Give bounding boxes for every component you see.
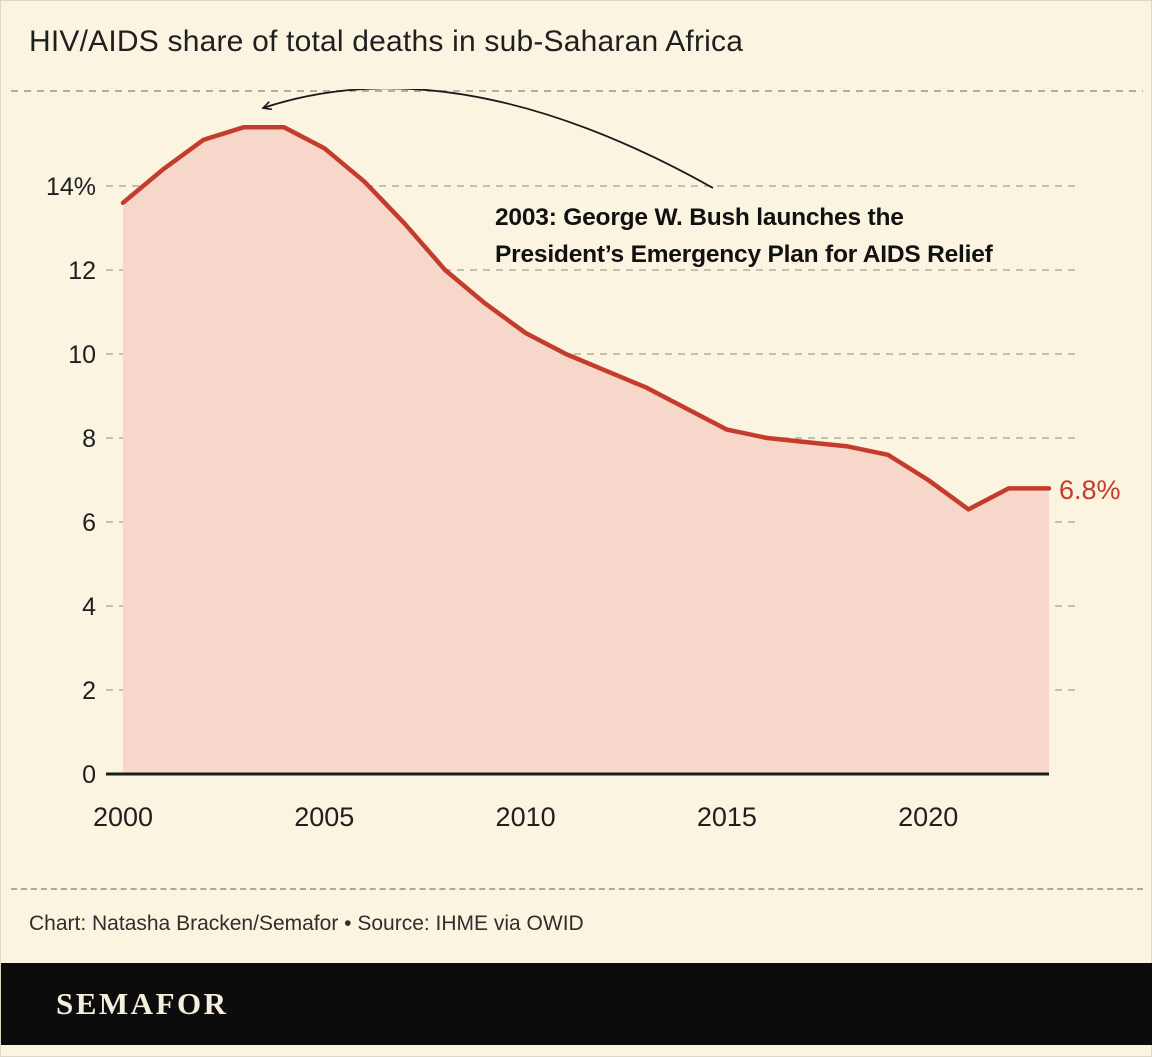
y-tick-label: 10 <box>68 341 96 369</box>
credit-line: Chart: Natasha Bracken/Semafor • Source:… <box>11 888 1143 936</box>
y-tick-label: 0 <box>82 761 96 789</box>
x-tick-label: 2000 <box>93 802 153 832</box>
y-tick-label: 6 <box>82 509 96 537</box>
y-tick-label: 2 <box>82 677 96 705</box>
y-tick-label: 14% <box>46 173 96 201</box>
latest-value-label: 6.8% <box>1059 475 1121 505</box>
hiv-aids-area-chart: 0 2 4 6 8 10 12 14% 2000 2005 2010 2015 2020 <box>11 89 1143 832</box>
y-tick-label: 4 <box>82 593 96 621</box>
x-tick-label: 2020 <box>898 802 958 832</box>
annotation-line-2: President’s Emergency Plan for AIDS Reli… <box>495 240 993 268</box>
area-fill <box>123 127 1049 774</box>
semafor-footer-bar: SEMAFOR <box>1 963 1152 1045</box>
series-line <box>120 124 1052 512</box>
y-tick-label: 12 <box>68 257 96 285</box>
y-tick-label: 8 <box>82 425 96 453</box>
annotation-arrow <box>261 89 714 189</box>
semafor-logo: SEMAFOR <box>56 986 229 1021</box>
annotation-line-1: 2003: George W. Bush launches the <box>495 204 904 231</box>
x-tick-label: 2010 <box>496 802 556 832</box>
x-tick-label: 2015 <box>697 802 757 832</box>
pepfar-annotation: 2003: George W. Bush launches the Presid… <box>495 200 993 274</box>
x-tick-label: 2005 <box>294 802 354 832</box>
chart-title: HIV/AIDS share of total deaths in sub-Sa… <box>29 25 744 58</box>
